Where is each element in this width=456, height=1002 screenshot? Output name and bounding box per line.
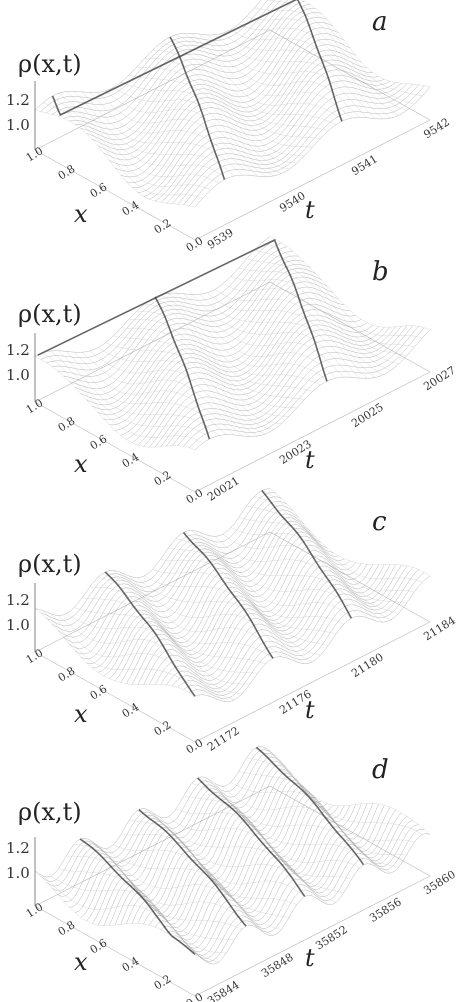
ridge-line — [261, 489, 353, 619]
t-tick-label: 9541 — [349, 152, 380, 178]
x-tick-label: 0.8 — [56, 664, 78, 684]
t-axis-title: t — [305, 944, 315, 972]
surface-panel-d: dρ(x,t)1.21.01.00.80.60.40.20.0x35844358… — [6, 746, 456, 1002]
x-tick-label: 0.0 — [184, 486, 206, 506]
ridge-line — [182, 531, 274, 659]
t-tick-label: 35848 — [259, 951, 296, 981]
panel-label: d — [372, 755, 389, 785]
ridge-line — [51, 0, 343, 122]
z-axis-title: ρ(x,t) — [18, 550, 82, 578]
floor-outline — [34, 531, 431, 743]
x-tick-label: 0.4 — [120, 450, 142, 470]
ridge-line — [138, 808, 247, 927]
z-tick-label: 1.2 — [6, 341, 30, 359]
z-axis-title: ρ(x,t) — [18, 300, 82, 328]
t-tick-label: 35860 — [421, 868, 456, 898]
x-tick-label: 0.2 — [152, 718, 174, 738]
x-tick-label: 0.4 — [120, 954, 142, 974]
x-tick-label: 0.6 — [88, 432, 110, 452]
x-tick-label: 0.2 — [152, 972, 174, 992]
t-tick-label: 35856 — [367, 895, 404, 925]
panel-label: b — [372, 257, 389, 287]
t-tick-label: 9540 — [277, 189, 308, 215]
t-tick-label: 21184 — [421, 614, 456, 644]
z-axis-title: ρ(x,t) — [18, 798, 82, 826]
x-tick-label: 0.8 — [56, 918, 78, 938]
x-tick-label: 0.6 — [88, 682, 110, 702]
t-tick-label: 9539 — [205, 226, 236, 252]
z-axis-title: ρ(x,t) — [18, 50, 82, 78]
surface-mesh — [34, 746, 431, 965]
t-tick-label: 9542 — [421, 115, 452, 141]
x-tick-label: 0.8 — [56, 414, 78, 434]
ridge-line — [197, 777, 306, 897]
x-tick-label: 0.0 — [184, 736, 206, 756]
surface-mesh — [34, 488, 431, 702]
surface-mesh — [34, 0, 431, 208]
ridge-line — [255, 746, 365, 866]
floor-outline — [34, 785, 431, 997]
t-tick-label: 20025 — [349, 401, 386, 431]
ridge-line — [104, 571, 196, 697]
x-tick-label: 0.0 — [184, 990, 206, 1002]
x-tick-label: 0.6 — [88, 180, 110, 200]
t-tick-label: 21172 — [205, 724, 242, 754]
x-tick-label: 0.2 — [152, 468, 174, 488]
t-tick-label: 35852 — [313, 923, 350, 953]
x-tick-label: 0.2 — [152, 216, 174, 236]
z-tick-label: 1.2 — [6, 591, 30, 609]
ridge-line — [37, 238, 328, 382]
floor-outline — [34, 281, 431, 493]
z-tick-label: 1.0 — [6, 616, 30, 634]
floor-outline — [34, 29, 431, 241]
t-tick-label: 21180 — [349, 651, 386, 681]
ridge-line — [169, 36, 226, 180]
x-axis-title: x — [74, 450, 88, 478]
z-tick-label: 1.2 — [6, 91, 30, 109]
surface-panel-c: c ρ(x,t) 1.2 1.0 1.0 0.8 0.6 0.4 0.2 0.0 x 21172 211… — [6, 488, 456, 757]
panel-label: c — [372, 507, 387, 537]
x-axis-title: x — [74, 700, 88, 728]
surface-panel-b: b ρ(x,t) 1.2 1.0 1.0 0.8 0.6 0.4 0.2 0.0 x 20021 200… — [6, 236, 456, 507]
x-tick-label: 0.0 — [184, 234, 206, 254]
z-tick-label: 1.0 — [6, 864, 30, 882]
surface-mesh — [34, 236, 431, 451]
ridge-line — [79, 838, 196, 956]
z-tick-label: 1.2 — [6, 839, 30, 857]
x-tick-label: 0.6 — [88, 936, 110, 956]
t-axis-title: t — [305, 446, 315, 474]
surface-panel-a: a ρ(x,t) 1.2 1.0 1.0 0.8 0.6 0.4 0.2 0.0 x 9539 9540… — [6, 0, 452, 255]
ridge-line — [154, 296, 211, 440]
t-tick-label: 20021 — [205, 474, 242, 504]
t-tick-label: 20027 — [421, 364, 456, 394]
t-axis-title: t — [305, 696, 315, 724]
panel-label: a — [372, 7, 388, 37]
x-axis-title: x — [74, 948, 88, 976]
t-axis-title: t — [305, 196, 315, 224]
x-tick-label: 0.4 — [120, 198, 142, 218]
x-tick-label: 1.0 — [24, 144, 46, 164]
x-tick-label: 0.8 — [56, 162, 78, 182]
x-tick-label: 1.0 — [24, 646, 46, 666]
x-axis-title: x — [74, 200, 88, 228]
z-tick-label: 1.0 — [6, 366, 30, 384]
x-tick-label: 1.0 — [24, 900, 46, 920]
x-tick-label: 0.4 — [120, 700, 142, 720]
z-tick-label: 1.0 — [6, 116, 30, 134]
x-tick-label: 1.0 — [24, 396, 46, 416]
